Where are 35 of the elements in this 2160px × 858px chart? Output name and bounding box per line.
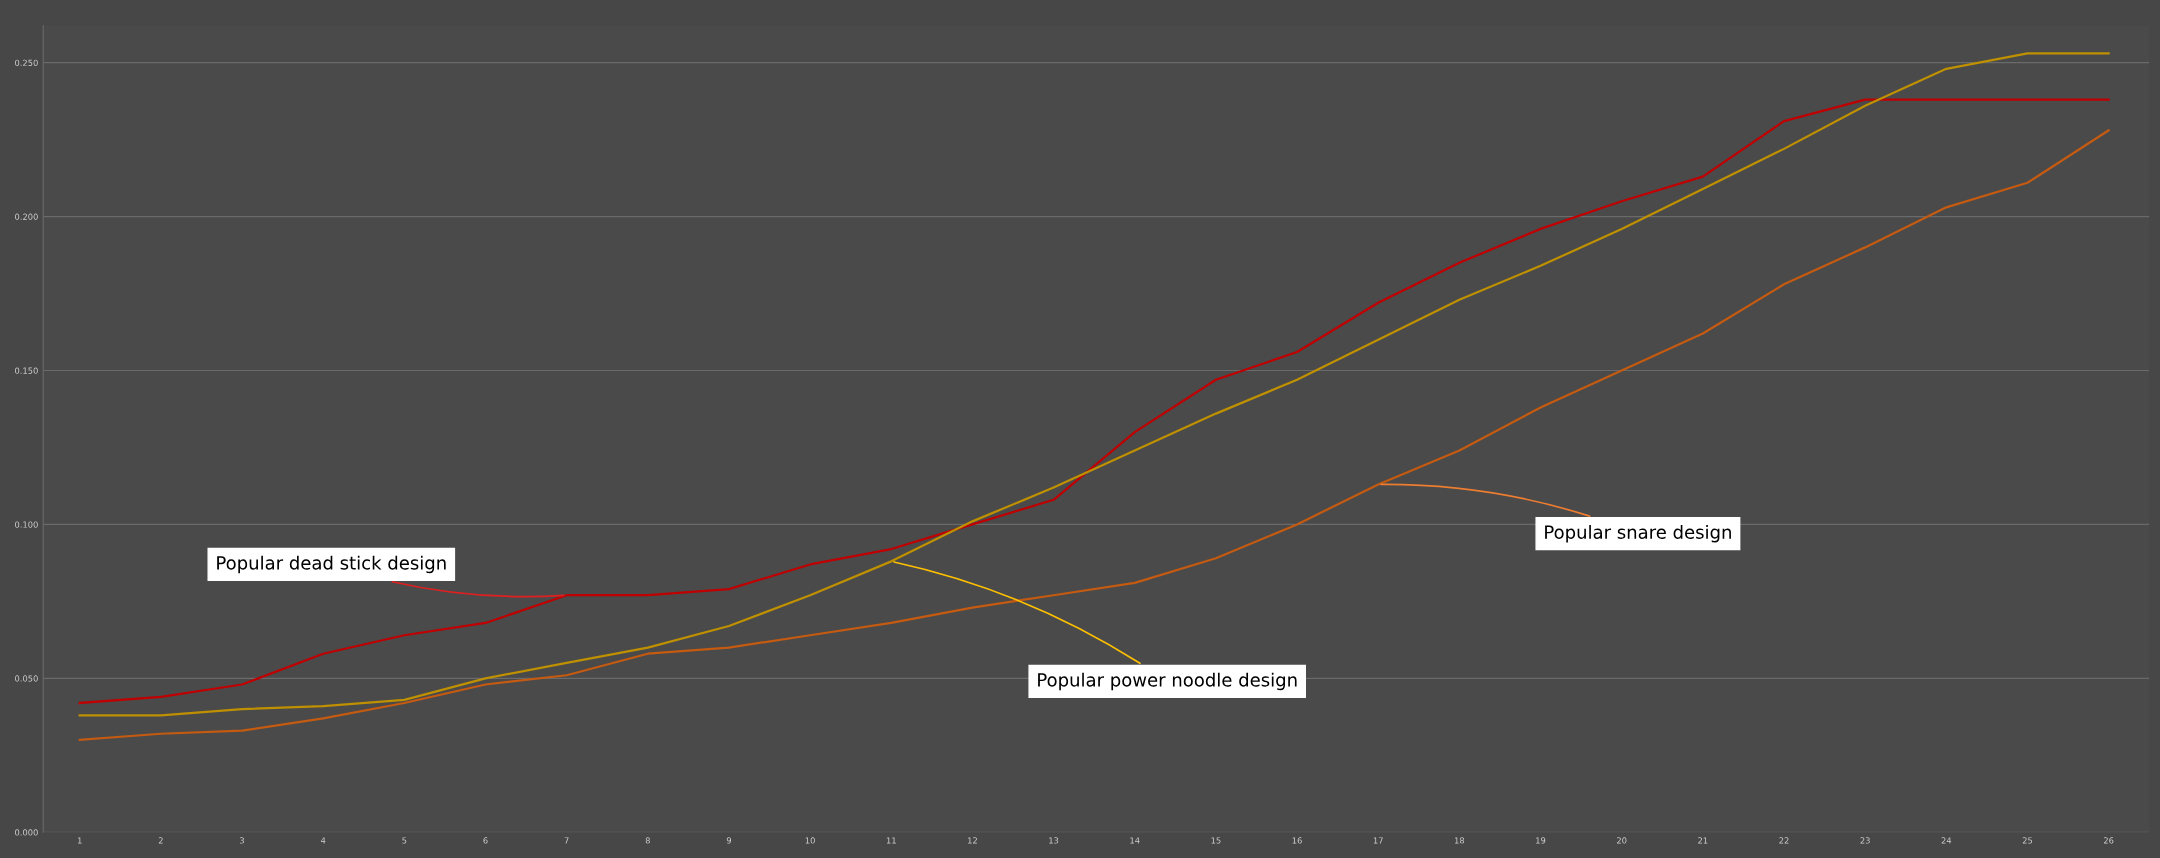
x-tick-label: 17: [1373, 837, 1383, 844]
x-tick-label: 3: [240, 837, 245, 844]
x-tick-label: 6: [483, 837, 488, 844]
y-tick-label: 0.250: [15, 59, 38, 66]
x-tick-label: 10: [805, 837, 815, 844]
x-tick-label: 15: [1211, 837, 1221, 844]
x-tick-label: 16: [1292, 837, 1302, 844]
y-tick-label: 0.150: [15, 367, 38, 374]
x-tick-label: 1: [77, 837, 82, 844]
x-tick-label: 4: [320, 837, 326, 844]
x-tick-label: 20: [1616, 837, 1627, 844]
x-tick-label: 23: [1860, 837, 1870, 844]
x-tick-label: 24: [1941, 837, 1952, 844]
x-tick-label: 8: [645, 837, 650, 844]
x-tick-label: 7: [564, 837, 569, 844]
x-tick-label: 22: [1779, 837, 1789, 844]
annotation: Popular power noodle design: [1038, 672, 1297, 691]
x-tick-label: 9: [726, 837, 732, 844]
annotation: Popular dead stick design: [217, 555, 446, 574]
x-tick-label: 2: [158, 837, 163, 844]
x-tick-label: 5: [402, 837, 407, 844]
y-tick-label: 0.050: [15, 675, 38, 682]
x-tick-label: 18: [1454, 837, 1465, 844]
x-tick-label: 12: [968, 837, 977, 844]
x-tick-label: 13: [1049, 837, 1059, 844]
x-tick-label: 26: [2103, 837, 2114, 844]
x-tick-label: 11: [886, 837, 896, 844]
y-tick-label: 0.000: [15, 829, 38, 836]
x-tick-label: 14: [1130, 837, 1140, 844]
x-tick-label: 25: [2022, 837, 2033, 844]
annotation: Popular snare design: [1545, 524, 1731, 543]
y-tick-label: 0.100: [15, 521, 38, 528]
y-tick-label: 0.200: [15, 213, 38, 220]
x-tick-label: 19: [1536, 837, 1546, 844]
x-tick-label: 21: [1698, 837, 1708, 844]
